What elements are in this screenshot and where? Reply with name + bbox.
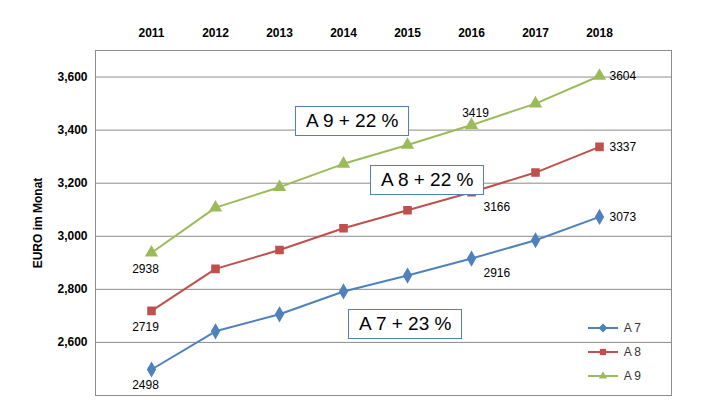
html-text:A 8: A 8 (623, 345, 641, 359)
svg-text:2012: 2012 (202, 26, 229, 40)
svg-text:2719: 2719 (132, 320, 159, 334)
svg-text:2017: 2017 (522, 26, 549, 40)
html-text:A 7: A 7 (623, 321, 641, 335)
svg-text:2016: 2016 (458, 26, 485, 40)
svg-text:3166: 3166 (484, 200, 511, 214)
svg-text:3,000: 3,000 (57, 229, 87, 243)
svg-text:3,200: 3,200 (57, 176, 87, 190)
html-text:A 8 + 22 %: A 8 + 22 % (381, 169, 474, 190)
svg-text:2015: 2015 (394, 26, 421, 40)
svg-text:3337: 3337 (610, 140, 637, 154)
svg-text:2,600: 2,600 (57, 335, 87, 349)
svg-text:3604: 3604 (610, 69, 637, 83)
html-text:A 9: A 9 (623, 369, 641, 383)
svg-text:EURO im Monat: EURO im Monat (31, 178, 45, 269)
svg-text:2013: 2013 (266, 26, 293, 40)
svg-text:3,600: 3,600 (57, 70, 87, 84)
svg-text:3419: 3419 (462, 106, 489, 120)
svg-text:2916: 2916 (484, 266, 511, 280)
svg-text:2,800: 2,800 (57, 282, 87, 296)
svg-text:2011: 2011 (138, 26, 164, 40)
svg-text:3,400: 3,400 (57, 123, 87, 137)
svg-text:2018: 2018 (586, 26, 613, 40)
svg-text:2498: 2498 (132, 378, 159, 392)
svg-text:2014: 2014 (330, 26, 357, 40)
html-text:A 9 + 22 %: A 9 + 22 % (306, 110, 399, 131)
svg-text:2938: 2938 (132, 262, 159, 276)
html-text:A 7 + 23 %: A 7 + 23 % (359, 313, 452, 334)
svg-text:3073: 3073 (610, 210, 637, 224)
